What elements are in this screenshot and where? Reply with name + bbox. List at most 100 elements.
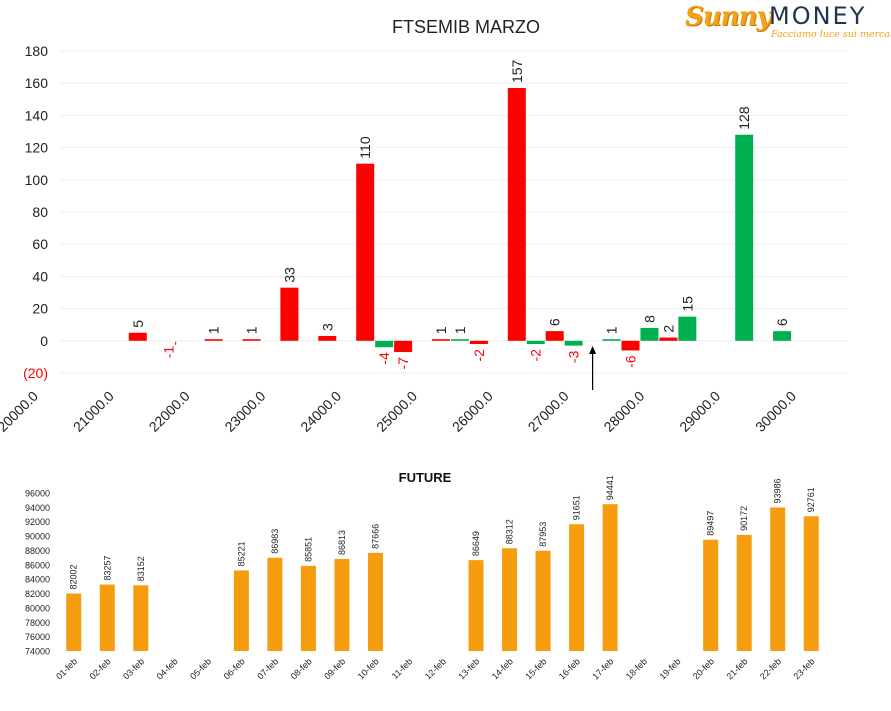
y-tick-label: 74000	[25, 647, 50, 657]
bar	[564, 340, 583, 346]
data-label: 86983	[270, 529, 280, 554]
bar	[621, 340, 640, 351]
x-tick-label: 15-feb	[523, 656, 548, 681]
x-tick-label: 13-feb	[456, 656, 481, 681]
data-label: 92761	[806, 487, 816, 512]
x-tick-label: 23000.0	[221, 388, 268, 435]
x-tick-label: 30000.0	[752, 388, 799, 435]
y-tick-label: 0	[40, 333, 48, 349]
data-label: 3	[319, 323, 335, 331]
bar	[128, 332, 147, 341]
y-tick-label: 180	[25, 43, 49, 59]
data-label: 87666	[370, 524, 380, 549]
future-chart-bars	[66, 504, 819, 651]
bar	[703, 539, 719, 651]
y-tick-label: 96000	[25, 489, 50, 499]
x-tick-label: 20000.0	[0, 388, 41, 435]
x-tick-label: 22000.0	[146, 388, 193, 435]
y-tick-label: 88000	[25, 546, 50, 556]
bar	[133, 585, 149, 651]
bar	[659, 337, 678, 341]
options-chart-x-axis: 20000.0 21000.0 22000.0 23000.0 24000.0 25000…	[0, 388, 799, 435]
bar	[66, 593, 82, 651]
data-label: 86813	[337, 530, 347, 555]
data-label: 1	[206, 326, 222, 334]
bar	[526, 340, 545, 345]
y-tick-label: 160	[25, 75, 49, 91]
brand-logo: Sunny MONEY Facciamo luce sui mercati	[683, 2, 891, 42]
data-label: 1	[433, 326, 449, 334]
options-chart-bars	[128, 88, 792, 353]
x-tick-label: 14-feb	[490, 656, 515, 681]
options-chart-y-axis: 180 160 140 120 100 80 60 40 20 0 (20)	[23, 43, 48, 381]
data-label: 157	[509, 59, 525, 83]
x-tick-label: 17-feb	[590, 656, 615, 681]
bar	[300, 565, 316, 651]
y-tick-label: 78000	[25, 618, 50, 628]
data-label: -4	[376, 352, 392, 365]
bar	[545, 331, 564, 341]
options-chart-title: FTSEMIB MARZO	[392, 17, 540, 37]
future-chart-y-axis: 96000 94000 92000 90000 88000 86000 84000 82000…	[25, 489, 50, 657]
x-tick-label: 01-feb	[54, 656, 79, 681]
data-label: 83257	[102, 555, 112, 580]
data-label: 2	[660, 325, 676, 333]
data-label: -2	[528, 349, 544, 362]
x-tick-label: 06-feb	[222, 656, 247, 681]
bar	[602, 504, 618, 651]
x-tick-label: 29000.0	[676, 388, 723, 435]
bar	[334, 558, 350, 651]
data-label: 1	[244, 326, 260, 334]
data-label: 85851	[303, 537, 313, 562]
x-tick-label: 27000.0	[525, 388, 572, 435]
bar	[773, 331, 792, 341]
bar	[469, 340, 488, 345]
data-label: 94441	[605, 475, 615, 500]
bar	[318, 335, 337, 341]
data-label: -6	[623, 355, 639, 368]
bar	[735, 134, 754, 341]
future-chart: FUTURE 96000 94000 92000 90000 88000 86000 840…	[25, 470, 819, 681]
y-tick-label: 60	[32, 236, 48, 252]
future-chart-x-axis: 01-feb 02-feb 03-feb 04-feb 05-feb 06-feb 07-f…	[54, 656, 817, 681]
data-label: -3	[566, 350, 582, 363]
bar	[280, 287, 299, 341]
x-tick-label: 23-feb	[792, 656, 817, 681]
bar	[468, 560, 484, 651]
x-tick-label: 22-feb	[758, 656, 783, 681]
bar	[267, 557, 283, 651]
bar	[640, 327, 659, 341]
brand-name-sunny: Sunny	[685, 2, 772, 32]
x-tick-label: 19-feb	[657, 656, 682, 681]
data-label: 5	[130, 320, 146, 328]
data-label: 90172	[739, 506, 749, 531]
y-tick-label: 86000	[25, 560, 50, 570]
x-tick-label: 21-feb	[724, 656, 749, 681]
data-label: 110	[357, 136, 373, 159]
y-tick-label: 84000	[25, 575, 50, 585]
data-label: 128	[736, 106, 752, 130]
data-label: 83152	[136, 556, 146, 581]
data-label: 6	[547, 318, 563, 326]
bar	[242, 339, 261, 341]
x-tick-label: 07-feb	[255, 656, 280, 681]
current-price-arrow	[589, 346, 597, 390]
bar	[803, 516, 819, 651]
y-tick-label: 120	[25, 140, 49, 156]
data-label: 93986	[773, 478, 783, 503]
data-label: 87953	[538, 522, 548, 547]
bar	[375, 340, 394, 348]
y-tick-label: (20)	[23, 365, 48, 381]
x-tick-label: 21000.0	[70, 388, 117, 435]
options-chart-gridlines	[60, 50, 848, 374]
data-label: 85221	[236, 541, 246, 566]
x-tick-label: 26000.0	[449, 388, 496, 435]
data-label: 86649	[471, 531, 481, 556]
data-label: 82002	[69, 564, 79, 589]
data-label: 8	[641, 315, 657, 323]
data-label: 1	[452, 326, 468, 334]
x-tick-label: 24000.0	[297, 388, 344, 435]
bar	[507, 88, 526, 341]
x-tick-label: 02-feb	[88, 656, 113, 681]
